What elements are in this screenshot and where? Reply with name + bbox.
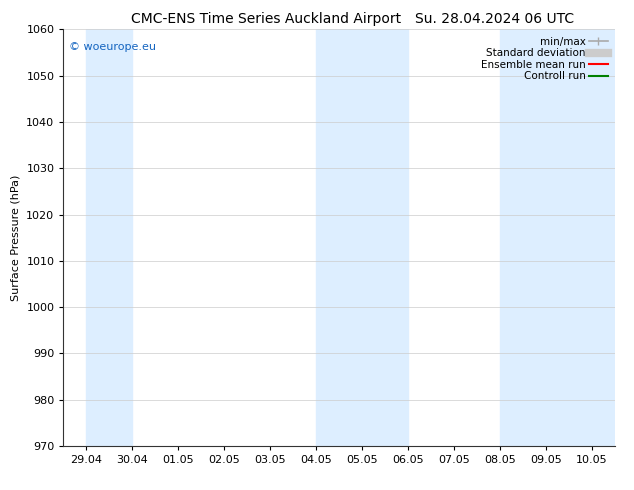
- Y-axis label: Surface Pressure (hPa): Surface Pressure (hPa): [11, 174, 21, 301]
- Text: Su. 28.04.2024 06 UTC: Su. 28.04.2024 06 UTC: [415, 12, 574, 26]
- Bar: [316, 29, 362, 446]
- Bar: [362, 29, 408, 446]
- Text: CMC-ENS Time Series Auckland Airport: CMC-ENS Time Series Auckland Airport: [131, 12, 401, 26]
- Bar: [546, 29, 615, 446]
- Legend: min/max, Standard deviation, Ensemble mean run, Controll run: min/max, Standard deviation, Ensemble me…: [479, 35, 610, 83]
- Bar: [500, 29, 546, 446]
- Text: © woeurope.eu: © woeurope.eu: [69, 42, 156, 52]
- Bar: [86, 29, 133, 446]
